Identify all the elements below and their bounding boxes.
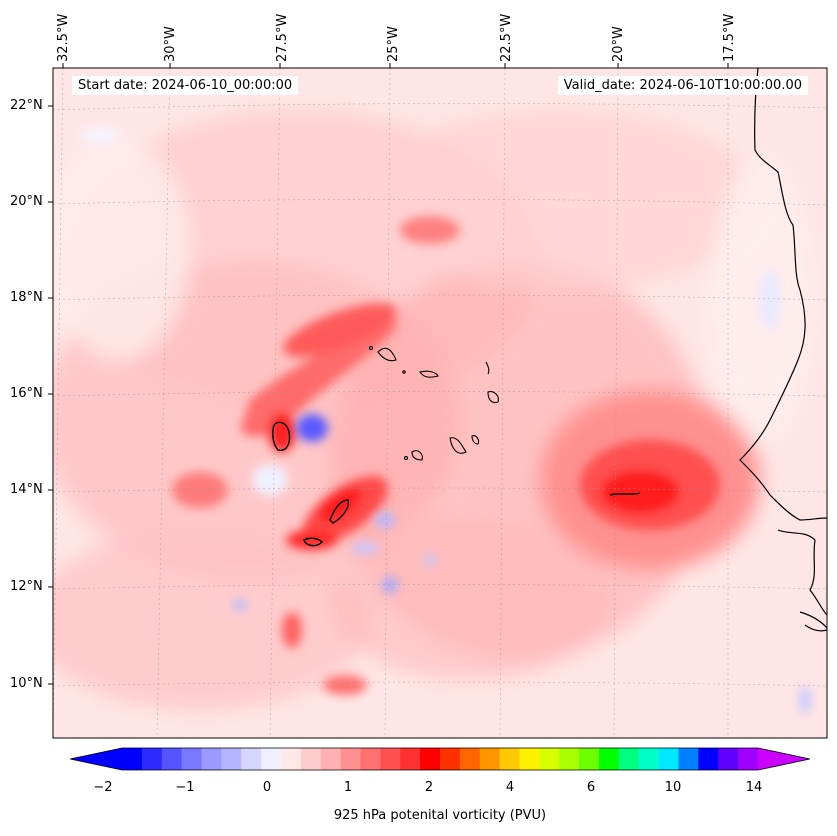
colorbar-segment bbox=[718, 748, 739, 770]
cape-verde-islands bbox=[368, 345, 499, 461]
colorbar-segment bbox=[618, 748, 640, 770]
colorbar-segment bbox=[320, 748, 342, 770]
colorbar-segment bbox=[161, 748, 183, 770]
colorbar-segment bbox=[420, 748, 441, 770]
colorbar-segment bbox=[479, 748, 501, 770]
colorbar-segment bbox=[141, 748, 163, 770]
colorbar-segment bbox=[281, 748, 302, 770]
coastline bbox=[739, 68, 827, 632]
colorbar-outline bbox=[70, 747, 810, 771]
colorbar-segment bbox=[678, 748, 699, 770]
colorbar-arrow-high bbox=[758, 748, 810, 770]
colorbar-tick: 4 bbox=[505, 780, 515, 795]
colorbar-tick: 10 bbox=[664, 780, 682, 795]
colorbar-segment bbox=[201, 748, 222, 770]
colorbar-segment bbox=[400, 748, 421, 770]
colorbar-tick: −2 bbox=[93, 780, 113, 795]
colorbar-tick: 1 bbox=[343, 780, 353, 795]
colorbar-segment bbox=[499, 748, 521, 770]
colorbar-segment bbox=[221, 748, 242, 770]
colorbar-segment bbox=[579, 748, 600, 770]
lat-label: 12°N bbox=[10, 579, 43, 594]
colorbar-tick: 0 bbox=[262, 780, 272, 795]
colorbar-segment bbox=[599, 748, 620, 770]
pv-contours bbox=[272, 421, 641, 547]
colorbar-tick: 2 bbox=[424, 780, 434, 795]
lon-label: 17.5°W bbox=[722, 13, 737, 62]
colorbar-segment bbox=[519, 748, 540, 770]
colorbar bbox=[70, 747, 810, 771]
lat-label: 14°N bbox=[10, 482, 43, 497]
colorbar-segment bbox=[181, 748, 203, 770]
colorbar-tick: 14 bbox=[745, 780, 763, 795]
colorbar-segment bbox=[658, 748, 680, 770]
colorbar-segment bbox=[261, 748, 282, 770]
colorbar-segment bbox=[459, 748, 481, 770]
colorbar-arrow-low bbox=[70, 748, 122, 770]
colorbar-segment bbox=[241, 748, 262, 770]
lat-label: 22°N bbox=[10, 98, 43, 113]
lon-label: 25°W bbox=[386, 26, 401, 62]
start-date-label: Start date: 2024-06-10_00:00:00 bbox=[72, 76, 299, 95]
lon-label: 27.5°W bbox=[275, 13, 290, 62]
colorbar-tick: −1 bbox=[175, 780, 195, 795]
lat-label: 18°N bbox=[10, 290, 43, 305]
colorbar-tick: 6 bbox=[586, 780, 596, 795]
lon-label: 22.5°W bbox=[499, 13, 514, 62]
colorbar-segment bbox=[122, 748, 143, 770]
colorbar-label: 925 hPa potenital vorticity (PVU) bbox=[333, 808, 547, 823]
colorbar-segment bbox=[380, 748, 401, 770]
colorbar-segment bbox=[738, 748, 759, 770]
lon-label: 20°W bbox=[611, 26, 626, 62]
colorbar-segment bbox=[360, 748, 381, 770]
colorbar-segment bbox=[559, 748, 580, 770]
colorbar-segment bbox=[638, 748, 660, 770]
lon-label: 30°W bbox=[163, 26, 178, 62]
lat-label: 16°N bbox=[10, 386, 43, 401]
valid-date-label: Valid_date: 2024-06-10T10:00:00.00 bbox=[557, 76, 808, 95]
lat-label: 10°N bbox=[10, 676, 43, 691]
lat-label: 20°N bbox=[10, 194, 43, 209]
colorbar-segment bbox=[698, 748, 719, 770]
colorbar-segment bbox=[539, 748, 560, 770]
lon-label: 32.5°W bbox=[56, 13, 71, 62]
colorbar-segment bbox=[440, 748, 461, 770]
colorbar-segment bbox=[300, 748, 322, 770]
colorbar-segment bbox=[340, 748, 362, 770]
